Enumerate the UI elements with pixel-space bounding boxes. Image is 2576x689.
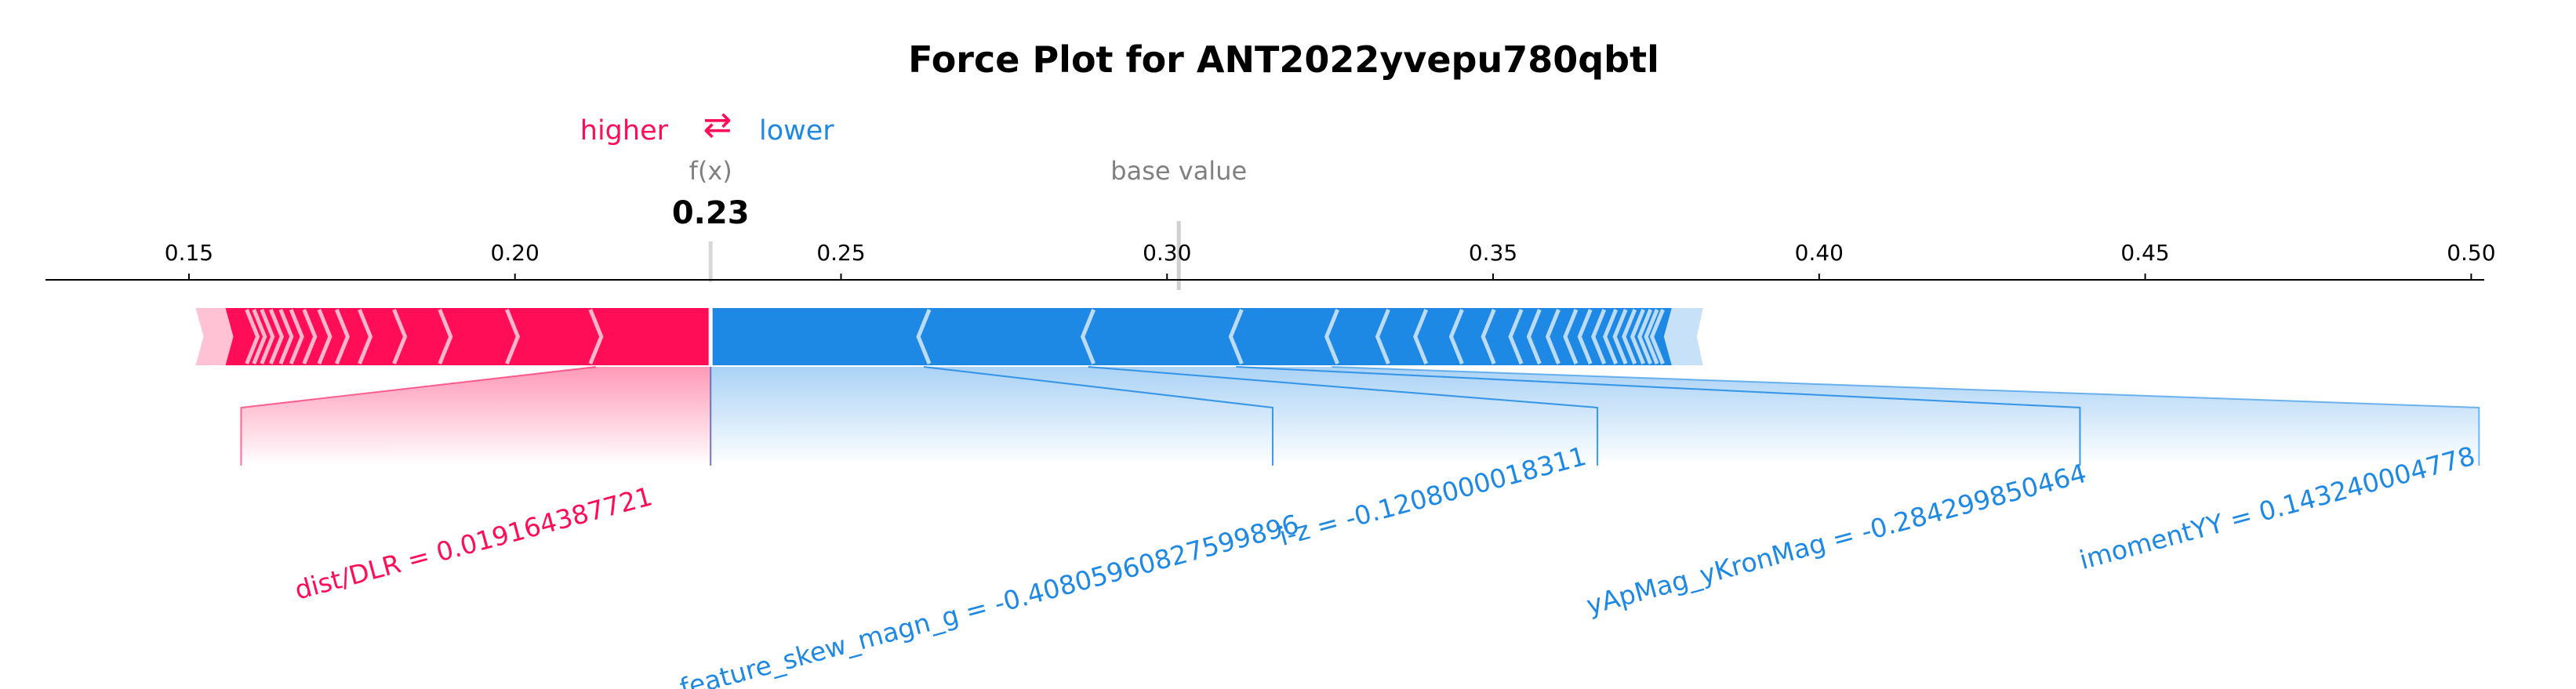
negative-chevron <box>1508 309 1524 364</box>
negative-bar <box>710 308 1672 365</box>
feature-label: feature_skew_magn_g = -0.408059608275998… <box>677 509 1303 689</box>
negative-chevron <box>1228 309 1244 364</box>
x-tick-label: 0.50 <box>2447 240 2495 266</box>
negative-chevron <box>1644 309 1659 364</box>
x-tick-label: 0.20 <box>491 240 540 266</box>
positive-chevron <box>278 309 294 364</box>
x-tick-label: 0.30 <box>1143 240 1191 266</box>
connector-line <box>240 366 596 466</box>
connector-fill <box>924 367 1598 466</box>
positive-chevron <box>252 309 267 364</box>
legend-higher: higher <box>580 115 669 147</box>
negative-chevron <box>1577 309 1593 364</box>
legend-arrows-icon: ⇄ <box>703 105 732 145</box>
connector-fill <box>1088 367 2080 466</box>
negative-chevron <box>1526 309 1542 364</box>
legend-lower: lower <box>759 115 834 147</box>
legend: higher ⇄ lower <box>580 105 835 147</box>
positive-chevron <box>260 309 275 364</box>
x-tick-label: 0.45 <box>2120 240 2169 266</box>
fx-value: 0.23 <box>672 195 750 231</box>
connector-line <box>1236 366 2081 466</box>
negative-chevron <box>1080 309 1095 364</box>
positive-chevron <box>588 309 604 364</box>
connector-line <box>1332 366 2480 466</box>
positive-chevron <box>302 309 318 364</box>
negative-chevron <box>1630 309 1645 364</box>
positive-bar <box>225 308 711 365</box>
force-bars <box>195 308 1703 365</box>
connector-fill <box>1236 367 2480 466</box>
positive-chevron <box>358 309 373 364</box>
positive-chevron <box>245 309 260 364</box>
positive-chevron <box>505 309 521 364</box>
positive-chevron <box>317 309 332 364</box>
positive-chevron <box>335 309 351 364</box>
connector-fill <box>241 367 711 466</box>
base-value-label: base value <box>1110 156 1247 186</box>
x-axis-ticks: 0.15 0.20 0.25 0.30 0.35 0.40 0.45 0.50 <box>165 240 2496 280</box>
x-tick-label: 0.35 <box>1469 240 1517 266</box>
negative-bar-tail <box>1659 308 1703 365</box>
label-connectors <box>240 366 2480 466</box>
negative-chevron <box>916 309 932 364</box>
feature-label: yApMag_yKronMag = -0.284299850464 <box>1583 458 2090 621</box>
positive-chevron <box>392 309 408 364</box>
negative-chevron <box>1591 309 1607 364</box>
negative-chevron <box>1649 309 1665 364</box>
x-tick-label: 0.40 <box>1795 240 1844 266</box>
x-tick-label: 0.25 <box>816 240 865 266</box>
positive-chevron <box>289 309 304 364</box>
connector-line <box>1088 366 1599 466</box>
x-tick-label: 0.15 <box>165 240 213 266</box>
negative-chevron <box>1622 309 1637 364</box>
positive-chevron <box>438 309 453 364</box>
negative-chevron <box>1324 309 1339 364</box>
negative-chevron <box>1481 309 1496 364</box>
fx-label: f(x) <box>689 156 732 186</box>
negative-chevron <box>1563 309 1579 364</box>
negative-chevron <box>1413 309 1429 364</box>
negative-chevron <box>1545 309 1560 364</box>
feature-labels: dist/DLR = 0.019164387721 feature_skew_ma… <box>292 441 2478 689</box>
negative-chevron <box>1603 309 1619 364</box>
negative-chevron <box>1612 309 1628 364</box>
chart-title: Force Plot for ANT2022yvepu780qbtl <box>908 38 1659 81</box>
negative-chevron <box>1637 309 1653 364</box>
connector-line <box>923 366 1273 466</box>
negative-chevron <box>1448 309 1464 364</box>
positive-chevron <box>269 309 285 364</box>
feature-label: dist/DLR = 0.019164387721 <box>292 480 656 605</box>
negative-chevron <box>1375 309 1390 364</box>
